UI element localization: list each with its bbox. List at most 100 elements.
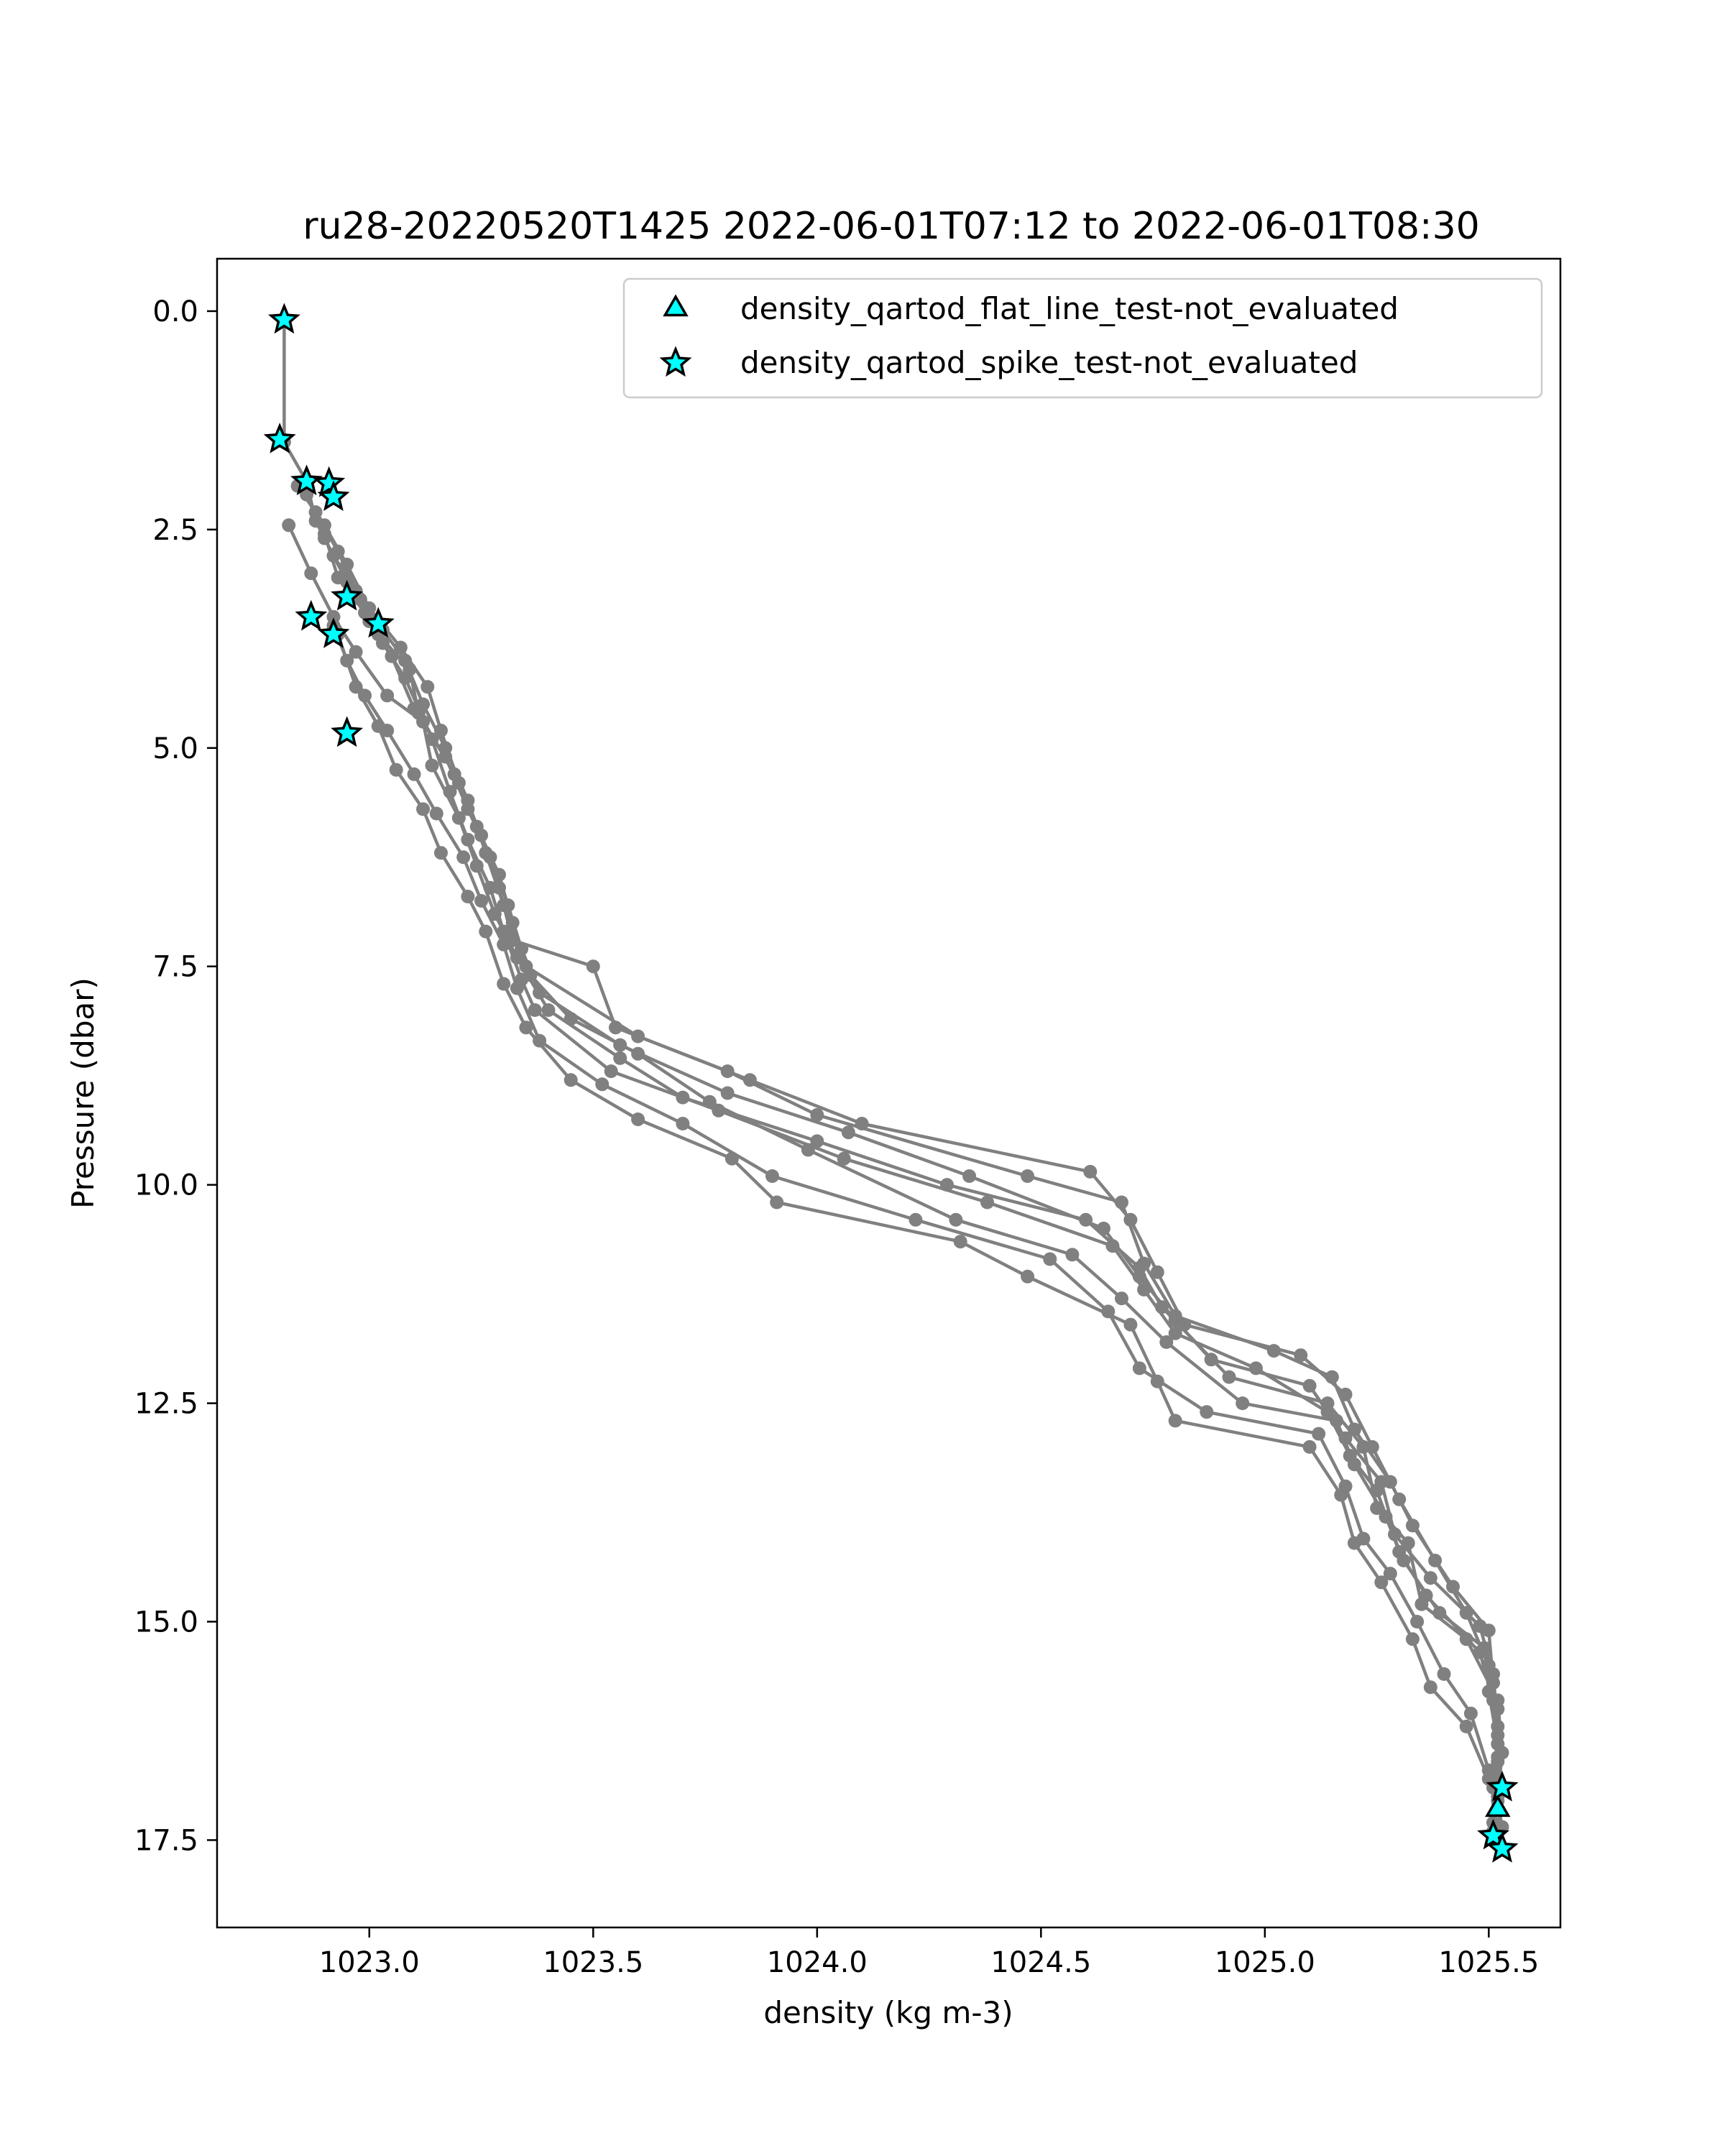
data-point <box>1200 1405 1214 1419</box>
data-point <box>1065 1248 1080 1262</box>
data-point <box>1325 1370 1339 1384</box>
spike-test-marker <box>1486 1770 1519 1802</box>
data-point <box>724 1151 739 1166</box>
x-axis-label: density (kg m-3) <box>763 1995 1013 2030</box>
data-point <box>1334 1488 1348 1502</box>
data-point <box>497 937 511 952</box>
data-point <box>1115 1291 1128 1306</box>
data-point <box>398 671 413 685</box>
data-point <box>1446 1580 1460 1594</box>
data-point <box>720 1064 735 1079</box>
data-point <box>1204 1353 1218 1367</box>
data-point <box>497 977 511 991</box>
legend: density_qartod_flat_line_test-not_evalua… <box>622 277 1543 399</box>
data-point <box>1302 1378 1317 1393</box>
chart-title: ru28-20220520T1425 2022-06-01T07:12 to 2… <box>303 205 1479 248</box>
data-point <box>1320 1405 1335 1419</box>
data-point <box>469 819 484 834</box>
data-point <box>376 636 390 650</box>
data-point <box>1115 1195 1128 1210</box>
data-point <box>1137 1283 1151 1296</box>
data-point <box>810 1134 824 1148</box>
data-point <box>1222 1370 1236 1384</box>
data-point <box>631 1046 645 1061</box>
spike-test-marker <box>317 617 350 648</box>
data-point <box>1097 1221 1110 1235</box>
legend-frame <box>622 277 1543 399</box>
data-point <box>1370 1483 1384 1498</box>
data-point <box>443 785 457 799</box>
data-point <box>595 1077 610 1092</box>
data-point <box>604 1064 618 1079</box>
data-point <box>1236 1396 1250 1411</box>
data-point <box>510 981 524 995</box>
data-point <box>1150 1265 1164 1279</box>
y-tick-label: 12.5 <box>134 1388 198 1421</box>
data-point <box>1410 1615 1425 1628</box>
data-point <box>528 1003 542 1017</box>
data-point <box>564 1073 578 1087</box>
star-marker-icon <box>659 346 692 377</box>
profile-line <box>296 484 1500 1832</box>
data-point <box>631 1112 645 1126</box>
spike-test-marker <box>263 423 296 453</box>
flat-line-test-marker <box>1485 1795 1511 1818</box>
data-point <box>1374 1575 1389 1590</box>
data-point <box>962 1169 977 1183</box>
legend-entry: density_qartod_flat_line_test-not_evalua… <box>663 291 1399 326</box>
data-point <box>371 719 385 733</box>
data-point <box>434 724 448 737</box>
data-point <box>1021 1169 1035 1183</box>
axes-frame <box>216 257 1562 1929</box>
data-point <box>1419 1588 1433 1603</box>
data-point <box>407 767 421 781</box>
y-tick-label: 2.5 <box>152 514 198 547</box>
x-tick-label: 1025.0 <box>1215 1946 1315 1979</box>
spike-test-marker <box>331 579 364 611</box>
data-point <box>479 924 493 939</box>
data-point <box>1132 1361 1146 1376</box>
spike-test-marker <box>331 716 364 747</box>
y-axis: 0.0 2.5 5.0 7.5 10.0 12.5 15.0 17.5 <box>134 295 217 1857</box>
spike-test-marker <box>362 607 395 638</box>
data-point <box>1432 1606 1447 1620</box>
data-point <box>1459 1719 1473 1733</box>
data-point <box>1294 1348 1308 1363</box>
data-point <box>609 1021 622 1035</box>
data-point <box>949 1212 963 1227</box>
data-point <box>1343 1449 1357 1462</box>
data-point <box>1168 1313 1182 1327</box>
spike-test-marker <box>290 464 323 496</box>
y-tick-label: 7.5 <box>152 951 198 984</box>
data-point <box>1486 1667 1500 1681</box>
x-tick-label: 1024.5 <box>990 1946 1091 1979</box>
data-point <box>434 846 448 860</box>
data-point <box>712 1103 726 1118</box>
data-point <box>1021 1269 1035 1284</box>
axes-background <box>217 259 1560 1927</box>
data-point <box>474 894 489 908</box>
data-point <box>1437 1667 1451 1681</box>
data-point <box>318 527 331 541</box>
data-point <box>613 1051 627 1065</box>
plot-area <box>216 257 1562 1929</box>
data-point <box>304 566 318 581</box>
data-point <box>331 544 345 558</box>
data-point <box>1356 1439 1371 1454</box>
data-point <box>765 1169 779 1183</box>
spike-test-marker <box>317 480 350 512</box>
data-point <box>1423 1571 1438 1585</box>
data-point <box>425 758 439 773</box>
profile-7 <box>326 619 1496 1777</box>
legend-entry: density_qartod_spike_test-not_evaluated <box>659 345 1358 380</box>
legend-label: density_qartod_flat_line_test-not_evalua… <box>740 291 1399 326</box>
data-point <box>389 763 403 777</box>
data-point <box>429 806 443 821</box>
data-point <box>1123 1317 1138 1332</box>
y-axis-label: Pressure (dbar) <box>65 977 101 1209</box>
data-point <box>349 645 363 659</box>
data-point <box>282 518 296 533</box>
x-tick-label: 1023.0 <box>319 1946 420 1979</box>
data-point <box>541 1003 556 1017</box>
